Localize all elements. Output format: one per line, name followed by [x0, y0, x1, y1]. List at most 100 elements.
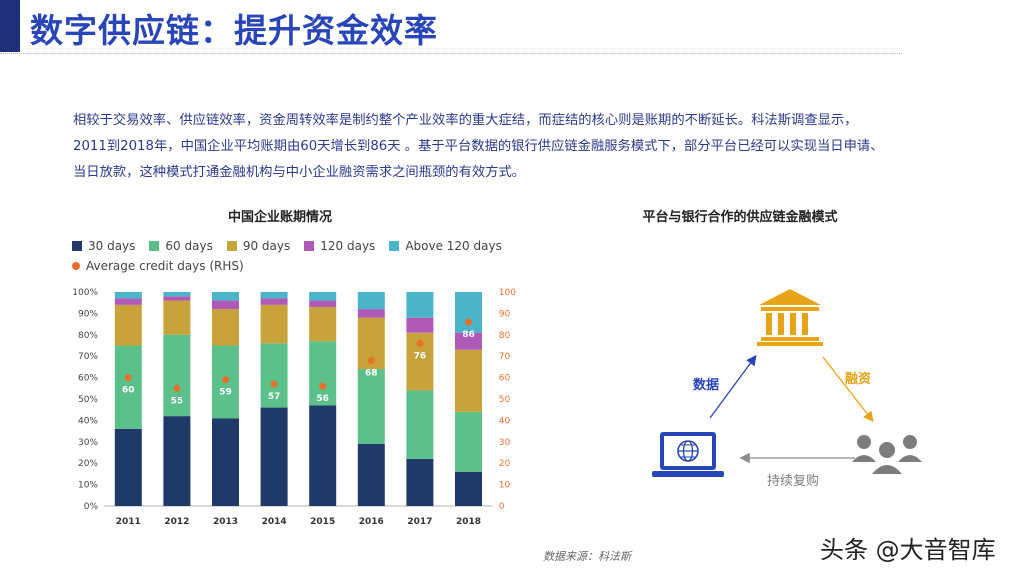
y-left-tick-label: 20% [78, 459, 98, 469]
title-accent-bar [0, 0, 20, 52]
bar-segment [260, 407, 288, 506]
bar-segment [309, 300, 337, 307]
bank-icon [757, 289, 823, 346]
y-left-tick-label: 80% [78, 331, 98, 341]
credit-days-point [367, 356, 375, 364]
bar-segment [406, 317, 434, 333]
credit-days-label: 59 [219, 388, 232, 398]
x-tick-label: 2017 [407, 517, 432, 527]
users-group-icon [852, 435, 922, 474]
y-left-tick-label: 10% [78, 481, 98, 491]
credit-days-label: 57 [268, 392, 281, 402]
credit-days-point [319, 382, 327, 390]
bar-segment [406, 390, 434, 459]
bar-segment [455, 292, 482, 333]
bar-segment [406, 458, 434, 506]
y-left-tick-label: 90% [78, 309, 98, 319]
x-tick-label: 2015 [310, 517, 335, 527]
bar-segment [212, 309, 239, 346]
body-line-3: 当日放款，这种模式打通金融机构与中小企业融资需求之间瓶颈的有效方式。 [73, 165, 526, 180]
legend-swatch [226, 241, 237, 251]
bar-segment [406, 292, 434, 318]
legend-label: 60 days [165, 239, 213, 253]
x-tick-label: 2016 [359, 517, 384, 527]
arrow-data-to-bank [709, 354, 757, 419]
credit-days-label: 56 [316, 394, 329, 404]
bar-segment [163, 300, 191, 335]
legend-swatch [149, 241, 160, 251]
legend-item-average-credit-days: Average credit days (RHS) [72, 259, 244, 273]
bar-segment [455, 332, 482, 350]
watermark: 头条 @大音智库 [820, 536, 996, 564]
y-right-tick-label: 10 [499, 481, 511, 491]
y-left-tick-label: 0% [84, 502, 99, 512]
bar-segment [163, 416, 191, 506]
y-left-tick-label: 100% [72, 288, 98, 298]
y-left-tick-label: 70% [78, 352, 98, 362]
bar-segment [260, 292, 288, 299]
bar-segment [455, 411, 482, 472]
legend-item-above-120-days: Above 120 days [389, 239, 502, 253]
bar-segment [114, 292, 142, 299]
bar-segment [114, 428, 142, 506]
laptop-globe-icon [652, 432, 724, 477]
y-right-tick-label: 40 [499, 416, 511, 426]
bar-segment [455, 349, 482, 412]
bar-segment [212, 300, 239, 310]
bar-segment [309, 405, 337, 506]
legend-swatch [304, 241, 315, 251]
y-right-tick-label: 70 [499, 352, 511, 362]
y-left-tick-label: 30% [78, 438, 98, 448]
bar-segment [455, 471, 482, 506]
credit-days-point [270, 380, 278, 388]
bar-segment [309, 341, 337, 406]
credit-days-point [124, 374, 132, 382]
legend-swatch [389, 241, 400, 251]
y-left-tick-label: 40% [78, 416, 98, 426]
credit-days-label: 76 [414, 351, 427, 361]
y-right-tick-label: 50 [499, 395, 511, 405]
x-tick-label: 2012 [164, 517, 189, 527]
y-right-tick-label: 90 [499, 309, 511, 319]
x-tick-label: 2018 [456, 517, 481, 527]
arrow-finance-to-sme [822, 356, 874, 423]
edge-label-data: 数据 [693, 378, 720, 393]
credit-days-label: 55 [171, 396, 184, 406]
x-tick-label: 2014 [262, 517, 287, 527]
credit-days-label: 68 [365, 368, 378, 378]
y-right-tick-label: 30 [499, 438, 511, 448]
legend-label: 120 days [320, 239, 376, 253]
legend-item-120-days: 120 days [304, 239, 375, 253]
y-right-tick-label: 100 [499, 288, 516, 298]
legend-item-90-days: 90 days [226, 239, 291, 253]
legend-dot [72, 262, 80, 270]
diagram-title: 平台与银行合作的供应链金融模式 [642, 210, 838, 225]
bar-segment [357, 443, 385, 506]
body-line-1: 相较于交易效率、供应链效率，资金周转效率是制约整个产业效率的重大症结，而症结的核… [73, 113, 858, 128]
stacked-bar-chart: 0% 10% 20% 30% 40% 50% 60% 70% 80% 90% 100% 0 10 20 30… [72, 288, 516, 527]
x-tick-label: 2013 [213, 517, 238, 527]
bar-segment [357, 292, 385, 310]
legend-label: Average credit days (RHS) [86, 259, 244, 273]
x-tick-label: 2011 [116, 517, 141, 527]
y-right-tick-label: 80 [499, 331, 511, 341]
credit-days-label: 86 [462, 330, 475, 340]
bar-segment [212, 292, 239, 301]
bar-segment [114, 304, 142, 346]
credit-days-point [173, 384, 181, 392]
credit-days-point [465, 318, 472, 326]
source-note: 数据来源：科法斯 [543, 550, 631, 563]
legend-label: Above 120 days [405, 239, 502, 253]
bar-segment [163, 296, 191, 301]
legend-item-30-days: 30 days [72, 239, 135, 253]
bar-segment [212, 418, 239, 506]
body-paragraph: 相较于交易效率、供应链效率，资金周转效率是制约整个产业效率的重大症结，而症结的核… [73, 108, 988, 186]
body-line-2: 2011到2018年，中国企业平均账期由60天增长到86天 。基于平台数据的银行… [73, 139, 884, 154]
bar-segment [260, 298, 288, 305]
bar-segment [309, 306, 337, 342]
credit-days-label: 60 [122, 386, 135, 396]
y-right-tick-label: 20 [499, 459, 511, 469]
legend-label: 90 days [242, 239, 291, 253]
credit-days-point [416, 339, 424, 347]
legend-item-60-days: 60 days [149, 239, 213, 253]
